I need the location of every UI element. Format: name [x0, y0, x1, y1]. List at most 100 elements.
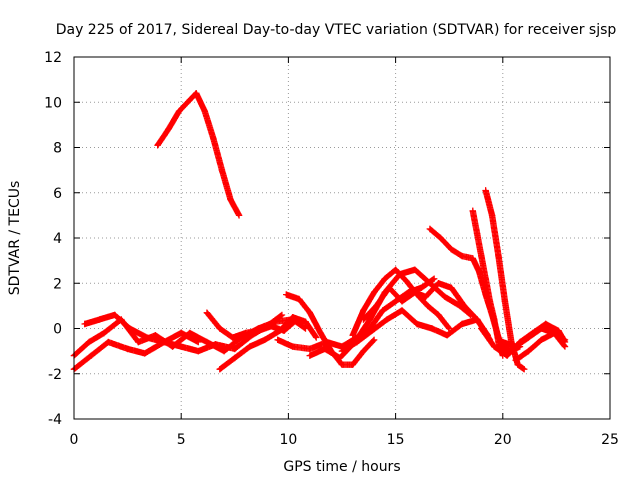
- x-axis-label: GPS time / hours: [283, 459, 400, 475]
- y-tick-label: 10: [44, 95, 62, 111]
- data-point: [246, 343, 254, 350]
- series-sat-l: [349, 266, 453, 339]
- data-point: [418, 284, 425, 291]
- data-point: [169, 343, 176, 350]
- data-point: [165, 126, 172, 133]
- data-point: [289, 313, 296, 321]
- data-point: [512, 356, 519, 364]
- data-point: [193, 90, 200, 97]
- data-point: [430, 275, 438, 282]
- data-point: [413, 291, 421, 298]
- y-tick-label: 2: [53, 276, 62, 292]
- data-point: [368, 327, 376, 334]
- x-tick-label: 20: [494, 432, 512, 448]
- series-sat-o: [482, 187, 528, 373]
- data-point: [514, 361, 522, 368]
- data-point: [521, 366, 528, 373]
- data-point: [561, 343, 569, 350]
- data-point: [398, 307, 406, 314]
- data-point: [426, 280, 434, 287]
- data-point: [276, 327, 284, 334]
- data-point: [349, 332, 356, 339]
- data-point: [87, 352, 95, 359]
- data-point: [458, 252, 466, 260]
- data-point: [437, 234, 444, 242]
- y-tick-label: 4: [53, 231, 62, 247]
- data-point: [306, 309, 314, 316]
- data-point: [501, 298, 509, 305]
- data-point: [242, 329, 249, 337]
- data-point: [111, 311, 118, 319]
- data-point: [512, 343, 519, 350]
- data-point: [482, 187, 489, 194]
- data-point: [495, 252, 502, 260]
- x-tick-label: 5: [177, 432, 186, 448]
- data-point: [186, 96, 193, 104]
- data-point: [278, 311, 286, 319]
- data-point: [124, 345, 131, 353]
- data-point: [336, 354, 344, 362]
- grid-lines: [74, 57, 610, 419]
- data-point: [349, 361, 356, 368]
- data-point: [491, 316, 498, 323]
- data-point: [525, 347, 532, 355]
- data-point: [178, 343, 185, 350]
- data-point: [488, 212, 496, 219]
- data-point: [383, 316, 391, 323]
- series-sat-f: [216, 313, 320, 373]
- data-point: [201, 108, 208, 115]
- data-point: [525, 334, 532, 341]
- x-tick-label: 15: [387, 432, 405, 448]
- y-tick-label: 8: [53, 141, 62, 157]
- y-tick-label: 6: [53, 186, 62, 202]
- data-point: [317, 329, 324, 337]
- data-point: [154, 142, 161, 149]
- data-marks: [70, 90, 569, 373]
- y-axis-label: SDTVAR / TECUs: [7, 181, 23, 296]
- data-point: [551, 329, 558, 337]
- series-sat-k: [360, 280, 491, 339]
- data-point: [398, 298, 406, 305]
- data-point: [135, 338, 142, 346]
- series-sat-i: [306, 266, 474, 362]
- data-point: [141, 350, 148, 357]
- data-point: [321, 345, 329, 353]
- data-point: [538, 336, 545, 344]
- x-tick-label: 10: [279, 432, 297, 448]
- data-point: [274, 336, 281, 344]
- data-point: [360, 347, 367, 355]
- data-point: [441, 293, 449, 301]
- data-point: [542, 320, 549, 328]
- data-point: [178, 329, 185, 337]
- data-point: [231, 354, 238, 362]
- data-point: [499, 338, 506, 346]
- data-point: [96, 316, 103, 323]
- data-point: [385, 284, 393, 291]
- data-point: [435, 280, 442, 287]
- data-point: [411, 266, 419, 273]
- data-point: [283, 291, 290, 298]
- data-point: [448, 246, 455, 253]
- data-point: [448, 284, 455, 291]
- data-point: [478, 325, 485, 332]
- data-point: [392, 266, 399, 273]
- series-sat-c: [81, 311, 202, 346]
- x-tick-label: 25: [601, 432, 619, 448]
- data-point: [203, 338, 211, 346]
- data-point: [216, 325, 223, 332]
- data-point: [218, 166, 226, 174]
- data-point: [255, 327, 262, 334]
- data-point: [295, 295, 303, 303]
- data-point: [85, 338, 93, 346]
- data-point: [478, 252, 485, 260]
- data-point: [424, 302, 431, 310]
- x-tick-label: 0: [70, 432, 79, 448]
- data-point: [486, 298, 494, 305]
- data-point: [126, 325, 133, 332]
- data-point: [306, 352, 314, 359]
- data-point: [482, 275, 489, 282]
- series-markers: [154, 90, 242, 218]
- data-point: [235, 212, 243, 219]
